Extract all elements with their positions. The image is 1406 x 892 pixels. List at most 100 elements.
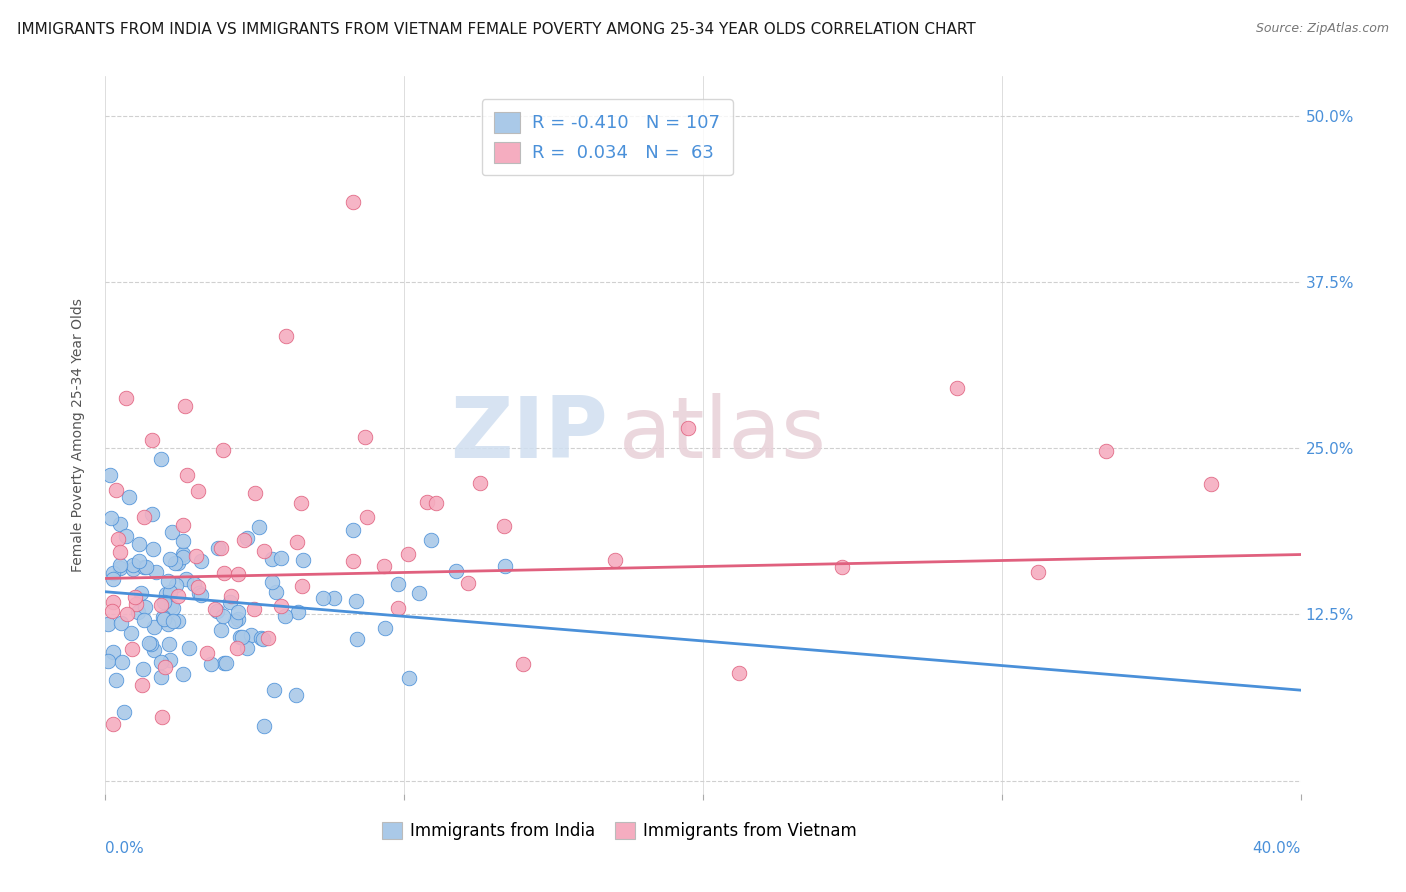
Point bbox=[387, 601, 409, 615]
Point bbox=[250, 632, 273, 646]
Point bbox=[100, 604, 122, 618]
Point bbox=[187, 580, 209, 594]
Point bbox=[245, 485, 267, 500]
Point bbox=[263, 682, 285, 697]
Point bbox=[247, 520, 270, 534]
Point bbox=[342, 554, 364, 568]
Point bbox=[387, 576, 409, 591]
Point bbox=[291, 553, 314, 567]
Point bbox=[276, 328, 298, 343]
Point bbox=[132, 613, 155, 627]
Point bbox=[157, 637, 180, 651]
Point bbox=[1199, 477, 1222, 491]
Point bbox=[159, 551, 181, 566]
Point bbox=[226, 612, 249, 626]
Point bbox=[374, 621, 396, 635]
Point bbox=[150, 452, 173, 467]
Point bbox=[373, 558, 395, 573]
Point bbox=[121, 642, 143, 657]
Point bbox=[111, 655, 134, 669]
Point bbox=[103, 645, 125, 659]
Point bbox=[946, 381, 969, 395]
Point bbox=[104, 673, 127, 687]
Point bbox=[135, 560, 157, 574]
Point bbox=[344, 594, 367, 608]
Point bbox=[425, 496, 447, 510]
Point bbox=[252, 632, 274, 647]
Y-axis label: Female Poverty Among 25-34 Year Olds: Female Poverty Among 25-34 Year Olds bbox=[70, 298, 84, 572]
Point bbox=[132, 559, 155, 574]
Point bbox=[342, 195, 364, 210]
Point bbox=[212, 566, 235, 581]
Point bbox=[98, 468, 121, 483]
Point bbox=[209, 541, 232, 556]
Point bbox=[115, 607, 138, 622]
Point bbox=[167, 614, 190, 628]
Point bbox=[107, 533, 129, 547]
Point bbox=[118, 490, 141, 504]
Point bbox=[172, 517, 194, 532]
Point bbox=[243, 602, 266, 616]
Point bbox=[231, 630, 253, 644]
Point bbox=[172, 549, 194, 564]
Point bbox=[142, 541, 165, 556]
Point bbox=[356, 510, 378, 524]
Point bbox=[225, 641, 247, 656]
Point bbox=[110, 615, 132, 630]
Point bbox=[160, 599, 183, 614]
Point bbox=[207, 604, 229, 618]
Point bbox=[172, 667, 194, 681]
Point bbox=[159, 585, 181, 599]
Point bbox=[396, 547, 419, 561]
Point bbox=[512, 657, 534, 671]
Point bbox=[149, 598, 172, 612]
Point bbox=[143, 642, 166, 657]
Point bbox=[253, 719, 276, 733]
Point bbox=[1095, 443, 1118, 458]
Point bbox=[605, 553, 627, 567]
Point bbox=[214, 656, 236, 670]
Point bbox=[115, 529, 138, 543]
Text: 0.0%: 0.0% bbox=[105, 840, 145, 855]
Point bbox=[260, 574, 283, 589]
Point bbox=[100, 511, 122, 525]
Point bbox=[177, 641, 200, 656]
Point bbox=[145, 565, 167, 579]
Point bbox=[264, 585, 287, 599]
Point bbox=[287, 605, 309, 619]
Point bbox=[291, 579, 314, 593]
Point bbox=[195, 646, 218, 660]
Point bbox=[312, 591, 335, 605]
Point bbox=[174, 399, 197, 413]
Point bbox=[152, 609, 174, 624]
Point bbox=[156, 574, 179, 588]
Point bbox=[190, 554, 212, 568]
Text: atlas: atlas bbox=[619, 393, 827, 476]
Point bbox=[153, 595, 176, 609]
Point bbox=[270, 599, 292, 613]
Point bbox=[150, 670, 173, 684]
Point bbox=[141, 434, 163, 448]
Point bbox=[104, 483, 127, 497]
Point bbox=[162, 525, 184, 540]
Point bbox=[162, 601, 184, 615]
Point bbox=[270, 551, 292, 566]
Point bbox=[353, 430, 375, 444]
Point bbox=[728, 665, 751, 680]
Point bbox=[214, 656, 236, 670]
Point bbox=[176, 467, 198, 482]
Point bbox=[226, 566, 249, 581]
Point bbox=[128, 537, 150, 551]
Text: ZIP: ZIP bbox=[450, 393, 607, 476]
Point bbox=[290, 496, 312, 510]
Point bbox=[163, 557, 186, 571]
Point bbox=[219, 595, 242, 609]
Point bbox=[262, 551, 284, 566]
Point bbox=[115, 391, 138, 405]
Point bbox=[150, 655, 173, 669]
Point bbox=[209, 623, 232, 637]
Point bbox=[676, 421, 699, 435]
Point bbox=[121, 562, 143, 576]
Point bbox=[419, 533, 441, 548]
Point bbox=[212, 608, 235, 623]
